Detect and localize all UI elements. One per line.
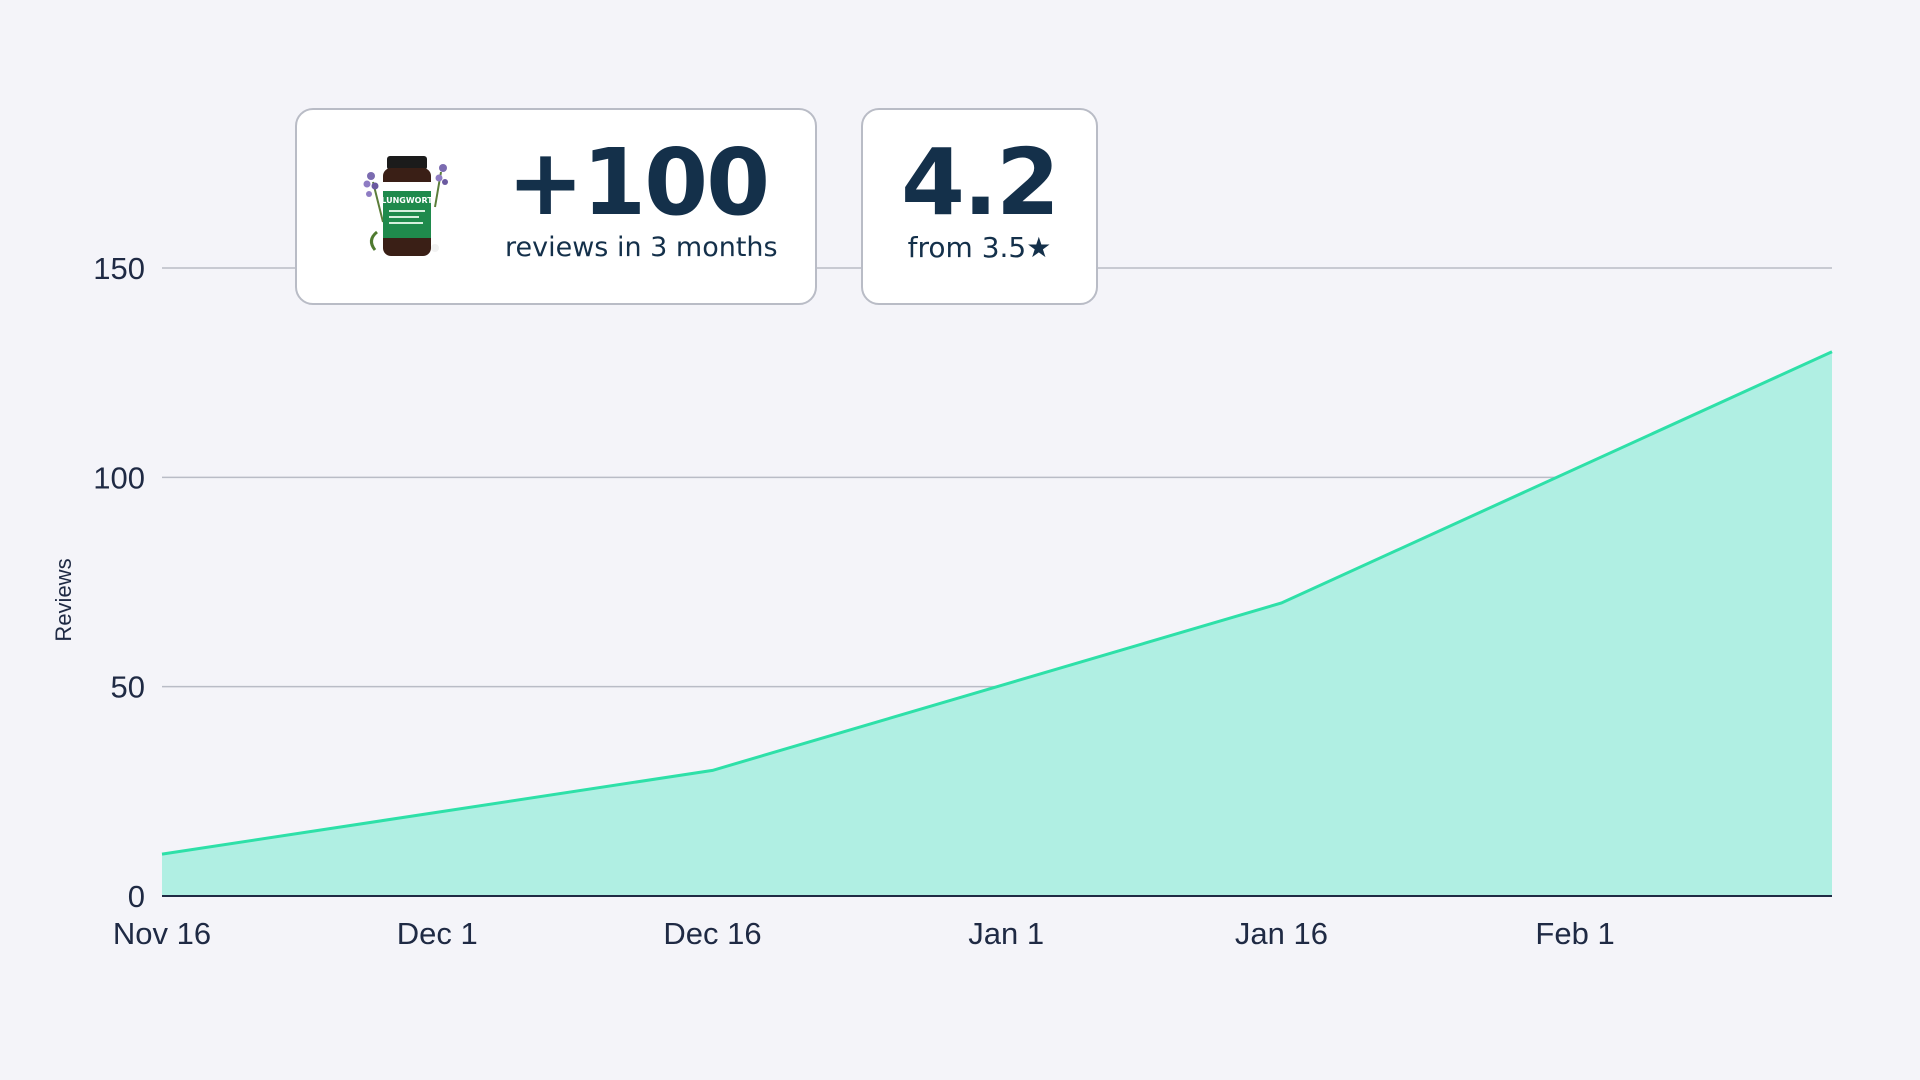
y-axis-tick-labels: 0 50 100 150 bbox=[93, 251, 145, 914]
reviews-area-fill bbox=[162, 351, 1832, 896]
x-axis-tick-labels: Nov 16 Dec 1 Dec 16 Jan 1 Jan 16 Feb 1 bbox=[113, 916, 1615, 951]
bottle-label-text: LUNGWORT bbox=[381, 196, 433, 205]
rating-card: 4.2 from 3.5★ bbox=[861, 108, 1098, 305]
y-axis-label: Reviews bbox=[51, 558, 76, 641]
x-tick-label: Jan 16 bbox=[1235, 916, 1328, 951]
supplement-bottle-icon: LUNGWORT bbox=[363, 156, 448, 256]
y-tick-label: 50 bbox=[111, 670, 145, 705]
rating-caption: from 3.5★ bbox=[907, 231, 1052, 264]
y-tick-label: 100 bbox=[93, 460, 145, 495]
y-tick-label: 0 bbox=[128, 879, 145, 914]
rating-value: 4.2 bbox=[901, 129, 1060, 236]
lavender-sprig-icon bbox=[363, 164, 448, 251]
x-tick-label: Feb 1 bbox=[1535, 916, 1614, 951]
x-tick-label: Dec 1 bbox=[397, 916, 478, 951]
reviews-growth-card: LUNGWORT +100 reviews in 3 months bbox=[295, 108, 817, 305]
x-tick-label: Nov 16 bbox=[113, 916, 211, 951]
x-tick-label: Dec 16 bbox=[663, 916, 761, 951]
reviews-line bbox=[161, 350, 1833, 856]
x-tick-label: Jan 1 bbox=[968, 916, 1044, 951]
y-tick-label: 150 bbox=[93, 251, 145, 286]
reviews-increase-caption: reviews in 3 months bbox=[505, 232, 778, 263]
reviews-increase-value: +100 bbox=[507, 129, 770, 236]
